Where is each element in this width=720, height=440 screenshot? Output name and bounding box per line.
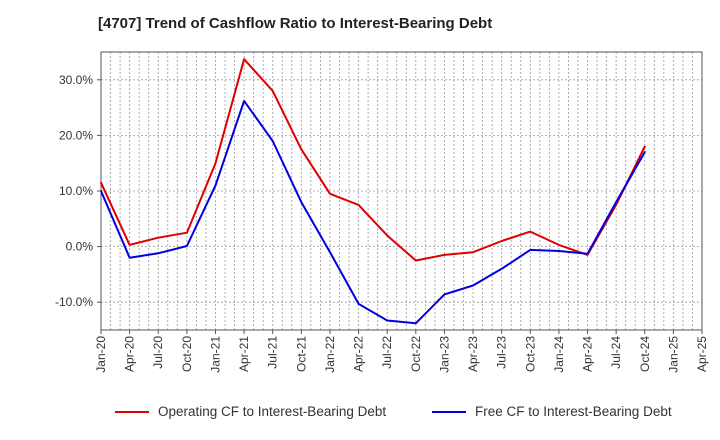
- x-tick-label: Jul-24: [609, 336, 623, 369]
- x-tick-label: Jan-25: [666, 336, 680, 373]
- x-tick-label: Oct-21: [294, 336, 308, 372]
- series-line-operating-cf: [100, 58, 646, 262]
- y-tick-label: 20.0%: [59, 128, 93, 142]
- x-tick-label: Jul-23: [495, 336, 509, 369]
- x-tick-label: Apr-23: [466, 336, 480, 372]
- x-tick-label: Oct-22: [409, 336, 423, 372]
- x-tick-label: Apr-20: [123, 336, 137, 372]
- y-tick-label: 10.0%: [59, 184, 93, 198]
- chart-title: [4707] Trend of Cashflow Ratio to Intere…: [98, 15, 493, 32]
- legend-label: Operating CF to Interest-Bearing Debt: [158, 404, 387, 419]
- grid: [101, 52, 702, 330]
- legend-swatch-blue: [432, 410, 466, 413]
- legend-swatch-red: [115, 410, 149, 413]
- x-tick-label: Oct-20: [180, 336, 194, 372]
- legend-item-free-cf: Free CF to Interest-Bearing Debt: [432, 404, 672, 419]
- x-tick-label: Jul-20: [151, 336, 165, 369]
- legend-item-operating-cf: Operating CF to Interest-Bearing Debt: [115, 404, 386, 419]
- x-tick-label: Apr-24: [581, 336, 595, 372]
- x-tick-label: Jan-21: [208, 336, 222, 373]
- x-tick-label: Apr-21: [237, 336, 251, 372]
- x-tick-label: Apr-25: [695, 336, 709, 372]
- x-tick-label: Jan-24: [552, 336, 566, 373]
- x-tick-label: Oct-24: [638, 336, 652, 372]
- x-tick-label: Jul-22: [380, 336, 394, 369]
- legend-label: Free CF to Interest-Bearing Debt: [475, 404, 672, 419]
- x-tick-label: Jan-22: [323, 336, 337, 373]
- y-axis: 30.0% 20.0% 10.0% 0.0% -10.0%: [55, 73, 101, 309]
- y-tick-label: 30.0%: [59, 73, 93, 87]
- y-tick-label: 0.0%: [66, 240, 94, 254]
- x-tick-label: Jan-23: [437, 336, 451, 373]
- x-tick-label: Oct-23: [523, 336, 537, 372]
- series-layer: [100, 58, 646, 325]
- x-tick-label: Jul-21: [266, 336, 280, 369]
- x-tick-label: Apr-22: [352, 336, 366, 372]
- y-tick-label: -10.0%: [55, 295, 93, 309]
- series-line-free-cf: [100, 99, 646, 325]
- x-tick-label: Jan-20: [94, 336, 108, 373]
- x-axis: Jan-20 Apr-20 Jul-20 Oct-20 Jan-21 Apr-21 Jul-…: [94, 330, 709, 373]
